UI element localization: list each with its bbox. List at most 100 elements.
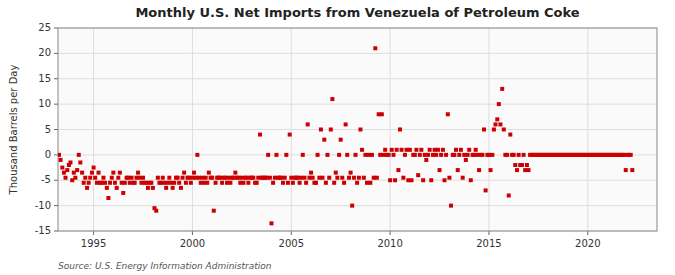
point <box>65 168 69 172</box>
point <box>421 178 425 182</box>
point <box>330 97 334 101</box>
point <box>246 181 250 185</box>
y-tick <box>54 205 58 206</box>
x-tick-label: 2010 <box>377 238 402 249</box>
point <box>192 171 196 175</box>
y-tick <box>54 129 58 130</box>
point <box>228 181 232 185</box>
point <box>368 181 372 185</box>
point <box>210 176 214 180</box>
grid-line-x <box>291 28 292 231</box>
point <box>342 181 346 185</box>
grid-line-y <box>58 78 657 79</box>
point <box>87 181 91 185</box>
point <box>154 209 158 213</box>
point <box>130 176 134 180</box>
point <box>446 112 450 116</box>
point <box>520 163 524 167</box>
point <box>335 176 339 180</box>
point <box>78 160 82 164</box>
point <box>447 176 451 180</box>
x-tick-label: 2015 <box>476 238 501 249</box>
point <box>426 153 430 157</box>
point <box>88 176 92 180</box>
point <box>271 181 275 185</box>
point <box>444 153 448 157</box>
point <box>344 122 348 126</box>
point <box>334 171 338 175</box>
point <box>136 171 140 175</box>
chart: -15-10-505101520251995200020052010201520… <box>0 0 675 275</box>
point <box>508 133 512 137</box>
title: Monthly U.S. Net Imports from Venezuela … <box>135 5 579 20</box>
point <box>355 181 359 185</box>
point <box>92 166 96 170</box>
point <box>116 176 120 180</box>
point <box>288 133 292 137</box>
x-tick <box>587 231 588 235</box>
point <box>354 153 358 157</box>
point <box>436 148 440 152</box>
grid-line-y <box>58 104 657 105</box>
point <box>172 181 176 185</box>
plot-area <box>58 28 657 231</box>
point <box>489 168 493 172</box>
point <box>373 46 377 50</box>
point <box>358 128 362 132</box>
point <box>332 181 336 185</box>
point <box>512 153 516 157</box>
point <box>301 153 305 157</box>
point <box>505 153 509 157</box>
point <box>408 148 412 152</box>
point <box>233 171 237 175</box>
point <box>467 148 471 152</box>
point <box>403 153 407 157</box>
point <box>93 176 97 180</box>
point <box>58 153 61 157</box>
point <box>255 181 259 185</box>
point <box>527 168 531 172</box>
x-tick <box>192 231 193 235</box>
point <box>461 176 465 180</box>
y-tick <box>54 78 58 79</box>
point <box>171 186 175 190</box>
point <box>149 181 153 185</box>
point <box>391 153 395 157</box>
point <box>438 168 442 172</box>
point <box>266 153 270 157</box>
point <box>286 181 290 185</box>
point <box>60 166 64 170</box>
point <box>270 221 274 225</box>
point <box>419 148 423 152</box>
x-tick-label: 2020 <box>575 238 600 249</box>
point <box>146 186 150 190</box>
point <box>75 168 79 172</box>
point <box>490 153 494 157</box>
grid-line-y <box>58 129 657 130</box>
point <box>513 163 517 167</box>
y-tick <box>54 28 58 29</box>
grid-line-x <box>488 28 489 231</box>
point <box>413 153 417 157</box>
point <box>456 168 460 172</box>
point <box>182 171 186 175</box>
point <box>517 153 521 157</box>
point <box>401 176 405 180</box>
point <box>177 181 181 185</box>
point <box>352 176 356 180</box>
point <box>395 148 399 152</box>
point <box>493 122 497 126</box>
point <box>80 171 84 175</box>
point <box>105 186 109 190</box>
point <box>418 153 422 157</box>
y-tick-label: -5 <box>41 174 51 185</box>
grid-line-y <box>58 53 657 54</box>
y-tick-label: -10 <box>35 200 51 211</box>
point <box>469 178 473 182</box>
point <box>111 171 115 175</box>
point <box>380 112 384 116</box>
point <box>502 128 506 132</box>
y-tick <box>54 180 58 181</box>
point <box>133 181 137 185</box>
point <box>441 148 445 152</box>
